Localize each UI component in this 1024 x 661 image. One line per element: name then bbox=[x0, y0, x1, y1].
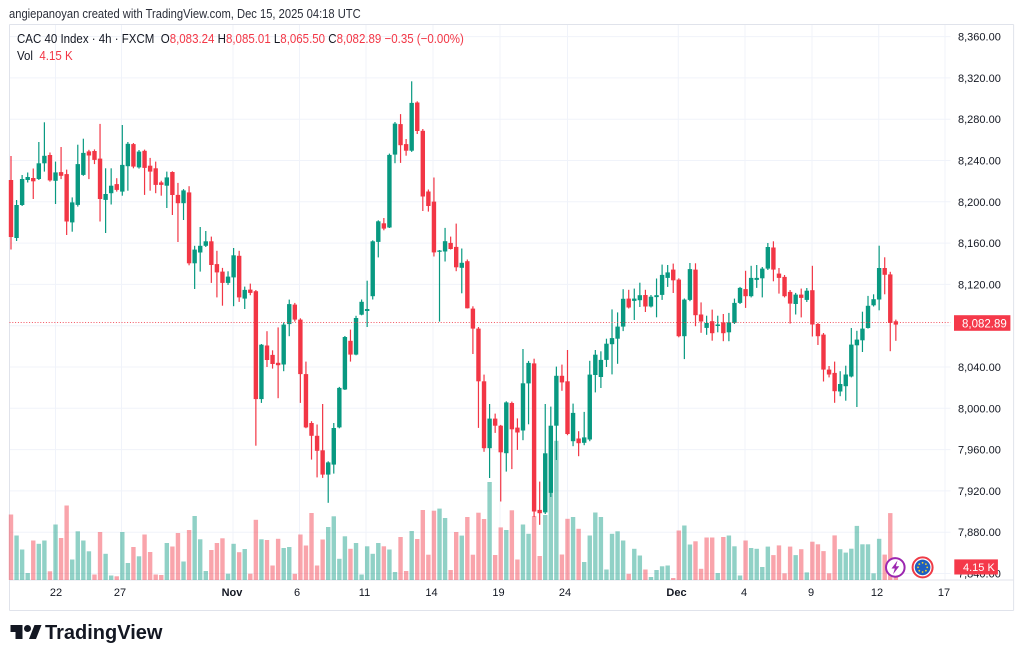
svg-text:Vol 4.15 K: Vol 4.15 K bbox=[17, 48, 73, 63]
svg-text:9: 9 bbox=[808, 587, 814, 599]
svg-text:8,160.00: 8,160.00 bbox=[958, 238, 1001, 250]
svg-text:7,920.00: 7,920.00 bbox=[958, 486, 1001, 498]
svg-text:8,240.00: 8,240.00 bbox=[958, 156, 1001, 168]
svg-text:19: 19 bbox=[492, 587, 504, 599]
svg-text:12: 12 bbox=[871, 587, 883, 599]
svg-text:7,960.00: 7,960.00 bbox=[958, 445, 1001, 457]
svg-text:8,120.00: 8,120.00 bbox=[958, 279, 1001, 291]
svg-text:8,000.00: 8,000.00 bbox=[958, 403, 1001, 415]
svg-text:4.15 K: 4.15 K bbox=[963, 562, 995, 574]
svg-text:7,880.00: 7,880.00 bbox=[958, 527, 1001, 539]
svg-text:11: 11 bbox=[359, 587, 370, 599]
svg-text:TradingView: TradingView bbox=[45, 622, 163, 644]
svg-text:Dec: Dec bbox=[666, 587, 686, 599]
svg-text:8,040.00: 8,040.00 bbox=[958, 362, 1001, 374]
svg-text:Nov: Nov bbox=[222, 587, 244, 599]
svg-text:14: 14 bbox=[425, 587, 437, 599]
svg-text:6: 6 bbox=[294, 587, 300, 599]
svg-text:22: 22 bbox=[50, 587, 62, 599]
svg-text:8,200.00: 8,200.00 bbox=[958, 197, 1001, 209]
svg-text:4: 4 bbox=[741, 587, 747, 599]
svg-text:27: 27 bbox=[114, 587, 126, 599]
svg-text:CAC 40 Index · 4h · FXCM O8,0: CAC 40 Index · 4h · FXCM O8,083.24 H8,08… bbox=[17, 31, 464, 46]
svg-text:8,280.00: 8,280.00 bbox=[958, 114, 1001, 126]
svg-text:angiepanoyan created with Trad: angiepanoyan created with TradingView.co… bbox=[9, 6, 361, 21]
svg-text:24: 24 bbox=[559, 587, 571, 599]
svg-text:8,360.00: 8,360.00 bbox=[958, 32, 1001, 44]
svg-text:17: 17 bbox=[938, 587, 950, 599]
svg-text:8,320.00: 8,320.00 bbox=[958, 73, 1001, 85]
svg-text:8,082.89: 8,082.89 bbox=[962, 318, 1007, 330]
